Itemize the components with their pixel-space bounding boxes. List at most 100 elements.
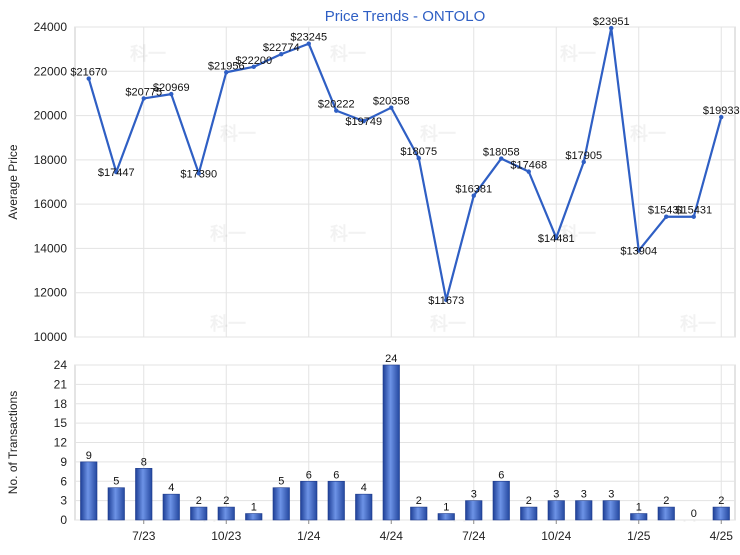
bar-y-tick-label: 15 — [54, 416, 68, 430]
price-data-label: $21956 — [208, 60, 245, 72]
transactions-data-label: 6 — [333, 469, 339, 481]
price-data-label: $23245 — [290, 32, 327, 44]
watermark-text: 科一 — [220, 123, 256, 144]
line-y-tick-label: 18000 — [34, 153, 68, 167]
chart-title: Price Trends - ONTOLO — [325, 8, 486, 25]
price-point — [609, 25, 614, 31]
price-data-label: $14481 — [538, 233, 575, 245]
transactions-bar — [382, 364, 400, 521]
watermark-text: 科一 — [560, 43, 596, 64]
transactions-bar — [437, 513, 455, 521]
price-data-label: $11673 — [428, 295, 464, 307]
x-tick-label: 1/25 — [627, 529, 651, 543]
price-point — [141, 96, 146, 101]
bar-y-tick-label: 21 — [54, 377, 68, 391]
watermark-text: 科一 — [430, 313, 466, 334]
transactions-bar — [327, 480, 345, 521]
price-data-label: $22200 — [235, 55, 272, 67]
price-data-label: $20358 — [373, 96, 410, 108]
transactions-data-label: 2 — [718, 495, 724, 507]
price-point — [389, 105, 394, 110]
transactions-bar — [272, 487, 290, 521]
price-point — [664, 214, 669, 219]
watermark-text: 科一 — [330, 223, 366, 244]
transactions-bar — [410, 506, 428, 521]
bar-y-axis-label: No. of Transactions — [6, 391, 20, 494]
price-data-label: $19933 — [703, 105, 740, 117]
bar-y-tick-label: 9 — [60, 455, 67, 469]
price-point — [361, 118, 366, 124]
bar-y-tick-label: 18 — [54, 397, 68, 411]
price-data-label: $18058 — [483, 147, 520, 159]
transactions-bar — [107, 487, 125, 521]
price-data-label: $15431 — [648, 205, 685, 217]
price-point — [691, 214, 696, 219]
x-tick-label: 10/23 — [211, 529, 241, 543]
price-data-label: $15431 — [675, 205, 712, 217]
watermark-text: 科一 — [210, 313, 246, 334]
price-data-label: $19749 — [345, 116, 382, 128]
transactions-bar — [520, 506, 538, 521]
transactions-data-label: 24 — [385, 353, 397, 365]
transactions-data-label: 1 — [443, 502, 449, 514]
x-tick-label: 7/23 — [132, 529, 156, 543]
price-data-label: $21670 — [70, 67, 107, 79]
transactions-data-label: 4 — [361, 482, 367, 494]
price-data-label: $20969 — [153, 82, 190, 94]
line-y-tick-label: 20000 — [34, 109, 68, 123]
line-y-tick-label: 16000 — [34, 197, 68, 211]
bar-y-tick-label: 6 — [60, 474, 67, 488]
price-data-label: $17905 — [565, 150, 602, 162]
price-data-label: $18075 — [400, 146, 437, 158]
transactions-data-label: 2 — [416, 495, 422, 507]
price-point — [334, 108, 339, 113]
price-data-label: $22774 — [263, 42, 300, 54]
transactions-bar — [162, 493, 180, 521]
line-plot-area — [74, 26, 736, 338]
price-point — [526, 169, 531, 174]
transactions-data-label: 4 — [168, 482, 174, 494]
line-y-tick-label: 14000 — [34, 241, 68, 255]
watermark-text: 科一 — [420, 123, 456, 144]
watermark-text: 科一 — [210, 223, 246, 244]
price-data-label: $20775 — [125, 86, 162, 98]
price-data-label: $17468 — [510, 160, 547, 172]
price-data-label: $20222 — [318, 99, 355, 111]
price-point — [86, 76, 91, 81]
price-point — [279, 51, 284, 57]
transactions-data-label: 8 — [141, 456, 147, 468]
line-y-tick-label: 22000 — [34, 64, 68, 78]
price-point — [196, 171, 201, 176]
price-point — [636, 248, 641, 253]
price-series-line — [87, 26, 723, 302]
price-point — [306, 41, 311, 46]
bar-y-tick-label: 24 — [54, 358, 68, 372]
transactions-data-label: 9 — [86, 450, 92, 462]
transactions-data-label: 0 — [691, 508, 697, 520]
transactions-data-label: 2 — [223, 495, 229, 507]
price-point — [719, 114, 724, 120]
transactions-data-label: 6 — [498, 469, 504, 481]
line-y-tick-label: 24000 — [34, 20, 68, 34]
price-data-label: $17390 — [180, 168, 217, 180]
transactions-bar — [245, 513, 263, 521]
price-point — [499, 156, 504, 161]
watermark-text: 科一 — [680, 313, 716, 334]
price-point — [114, 169, 119, 175]
transactions-bar — [602, 500, 620, 521]
x-tick-label: 4/25 — [710, 529, 734, 543]
x-tick-label: 10/24 — [541, 529, 571, 543]
transactions-bar — [190, 506, 208, 521]
transactions-data-label: 6 — [306, 469, 312, 481]
price-point — [444, 297, 449, 303]
transactions-data-label: 3 — [471, 489, 477, 501]
price-point — [224, 70, 229, 75]
price-point — [251, 64, 256, 70]
price-data-label: $23951 — [593, 16, 630, 28]
transactions-data-label: 5 — [113, 476, 119, 488]
transactions-data-label: 3 — [581, 489, 587, 501]
x-tick-label: 4/24 — [380, 529, 404, 543]
